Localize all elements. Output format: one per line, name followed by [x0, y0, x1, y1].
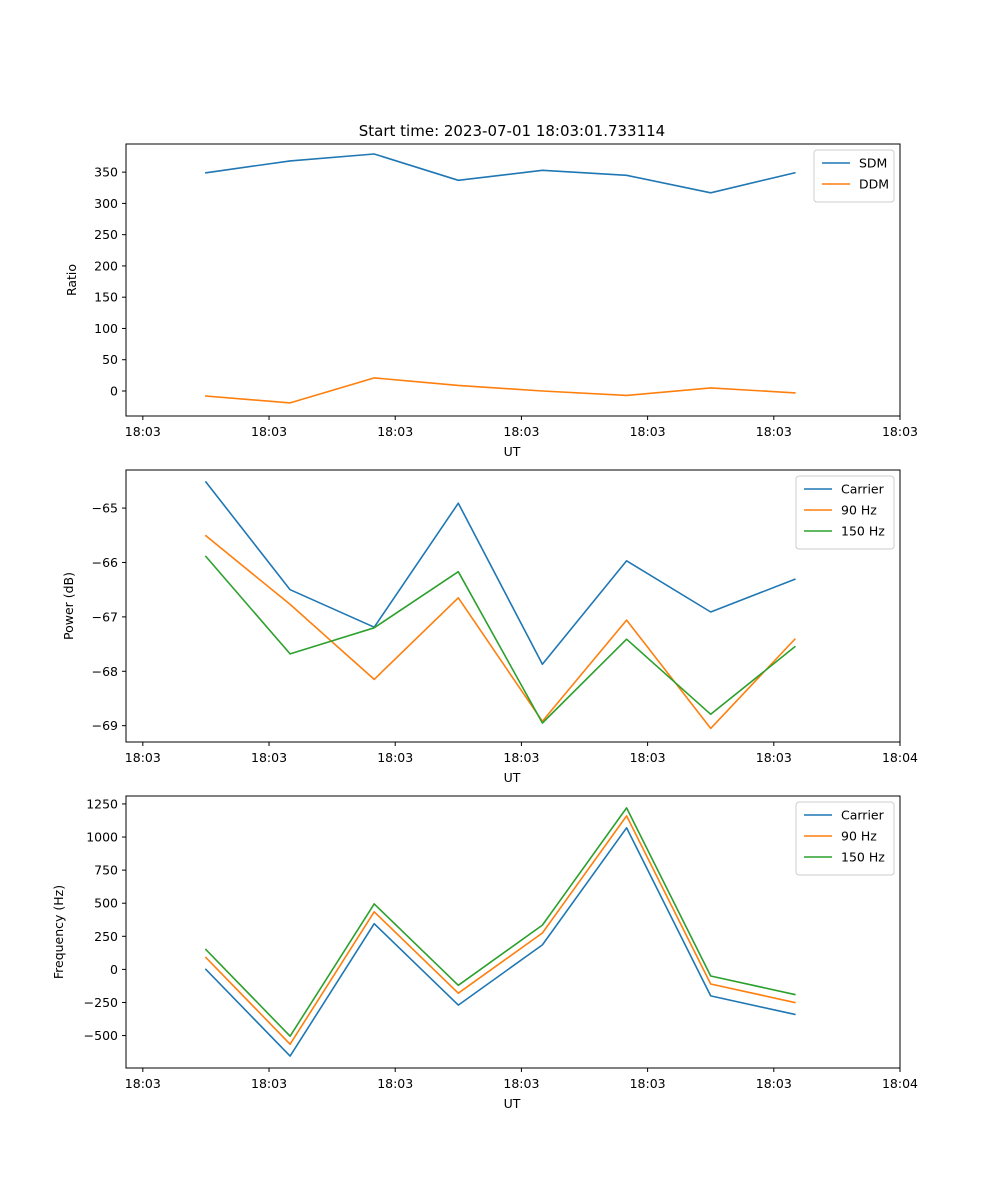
legend: Carrier 90 Hz 150 Hz	[795, 475, 895, 550]
series-line-carrier	[204, 826, 796, 1057]
x-tick-label: 18:03	[630, 750, 666, 765]
x-tick-label: 18:04	[882, 750, 918, 765]
series-line-ddm	[205, 377, 796, 404]
chart-frequency: 18:03 18:03 18:03 18:03 18:03 18:03 18:04 −500 −…	[51, 795, 918, 1111]
x-tick-label: 18:03	[251, 424, 287, 439]
x-tick-label: 18:03	[125, 1076, 161, 1091]
y-tick-label: −66	[92, 555, 118, 570]
y-tick-label: 500	[94, 896, 118, 911]
x-tick-label: 18:03	[756, 424, 792, 439]
x-tick-label: 18:03	[377, 1076, 413, 1091]
x-tick-label: 18:03	[630, 424, 666, 439]
legend: Carrier 90 Hz 150 Hz	[795, 801, 895, 876]
x-tick-label: 18:03	[125, 424, 161, 439]
y-tick-label: 300	[94, 196, 118, 211]
y-tick-label: 1250	[86, 796, 118, 811]
series-group	[204, 807, 796, 1057]
x-tick-label: 18:03	[756, 1076, 792, 1091]
x-tick-label: 18:03	[756, 750, 792, 765]
legend: SDM DDM	[813, 149, 895, 203]
axes-frame	[125, 795, 901, 1069]
legend-label: DDM	[859, 177, 889, 192]
x-tick-label: 18:03	[882, 424, 918, 439]
x-tick-label: 18:03	[377, 750, 413, 765]
x-tick-label: 18:03	[251, 1076, 287, 1091]
y-tick-label: 1000	[86, 830, 118, 845]
x-axis-label: UT	[504, 444, 521, 459]
series-line-90-hz	[204, 815, 796, 1045]
x-tick-label: 18:03	[503, 424, 539, 439]
legend-label: Carrier	[841, 482, 885, 497]
series-line-150-hz	[204, 555, 796, 724]
y-tick-label: 350	[94, 165, 118, 180]
x-tick-label: 18:04	[882, 1076, 918, 1091]
x-tick-label: 18:03	[630, 1076, 666, 1091]
series-line-90-hz	[204, 534, 796, 730]
y-tick-label: 200	[94, 258, 118, 273]
y-tick-label: 0	[110, 383, 118, 398]
y-tick-label: −65	[92, 501, 118, 516]
axes-frame	[125, 143, 901, 417]
y-tick-label: 50	[102, 352, 118, 367]
legend-label: 90 Hz	[841, 503, 877, 518]
x-axis-label: UT	[504, 1096, 521, 1111]
y-tick-label: 0	[110, 962, 118, 977]
legend-label: 150 Hz	[841, 524, 885, 539]
y-tick-label: 250	[94, 929, 118, 944]
y-axis-label: Ratio	[64, 264, 79, 296]
y-tick-label: 150	[94, 290, 118, 305]
y-tick-label: 250	[94, 227, 118, 242]
series-line-150-hz	[204, 807, 796, 1037]
legend-label: 90 Hz	[841, 829, 877, 844]
series-group	[204, 480, 796, 730]
x-tick-label: 18:03	[503, 1076, 539, 1091]
y-tick-label: −68	[92, 664, 118, 679]
series-line-carrier	[204, 480, 796, 666]
x-tick-label: 18:03	[125, 750, 161, 765]
y-tick-label: 750	[94, 863, 118, 878]
x-tick-label: 18:03	[377, 424, 413, 439]
plot-area	[126, 796, 900, 1068]
y-tick-label: −69	[92, 718, 118, 733]
chart-power: 18:03 18:03 18:03 18:03 18:03 18:03 18:04 −69 −6…	[61, 469, 918, 785]
axes-frame	[125, 469, 901, 743]
y-axis-label: Power (dB)	[61, 572, 76, 640]
y-tick-label: −250	[84, 995, 118, 1010]
plot-area	[126, 470, 900, 742]
figure-title: Start time: 2023-07-01 18:03:01.733114	[359, 122, 665, 140]
legend-label: 150 Hz	[841, 850, 885, 865]
x-tick-label: 18:03	[251, 750, 287, 765]
series-line-sdm	[204, 153, 796, 194]
x-axis-label: UT	[504, 770, 521, 785]
series-group	[204, 153, 796, 404]
legend-label: SDM	[859, 156, 887, 171]
y-tick-label: 100	[94, 321, 118, 336]
y-tick-label: −67	[92, 609, 118, 624]
y-axis-label: Frequency (Hz)	[51, 885, 66, 979]
legend-label: Carrier	[841, 808, 885, 823]
x-tick-label: 18:03	[503, 750, 539, 765]
y-tick-label: −500	[84, 1028, 118, 1043]
chart-ratio: 18:03 18:03 18:03 18:03 18:03 18:03 18:03 0 50 10…	[64, 143, 918, 459]
plot-area	[126, 144, 900, 416]
